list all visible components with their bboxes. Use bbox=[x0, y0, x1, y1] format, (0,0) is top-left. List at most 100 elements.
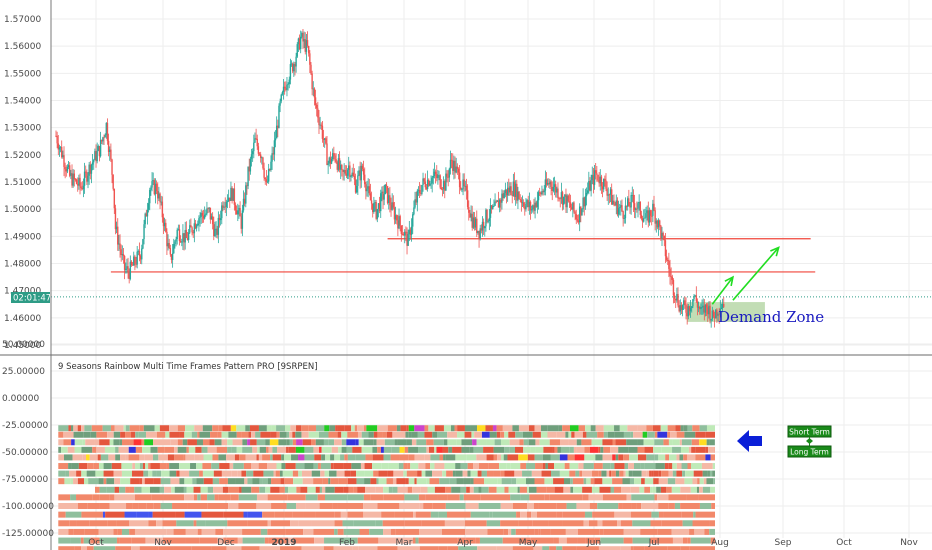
heatmap-cell bbox=[338, 478, 348, 485]
heatmap-cell bbox=[125, 454, 129, 461]
heatmap-cell bbox=[183, 486, 187, 493]
candle-body bbox=[628, 198, 630, 207]
candle-body bbox=[612, 200, 614, 205]
heatmap-cell bbox=[277, 446, 287, 453]
heatmap-cell bbox=[303, 528, 314, 535]
heatmap-cell bbox=[89, 454, 98, 461]
heatmap-cell bbox=[699, 486, 703, 493]
candle-body bbox=[144, 213, 146, 225]
candle-body bbox=[65, 169, 67, 172]
candle-body bbox=[593, 170, 596, 185]
heatmap-cell bbox=[473, 478, 480, 485]
candle-body bbox=[583, 197, 585, 207]
heatmap-cell bbox=[149, 486, 160, 493]
candle-body bbox=[412, 214, 414, 227]
heatmap-cell bbox=[146, 503, 154, 509]
candle-body bbox=[281, 91, 284, 95]
candle-body bbox=[487, 220, 489, 222]
candle-body bbox=[520, 199, 523, 204]
heatmap-cell bbox=[357, 431, 362, 438]
heatmap-cell bbox=[672, 446, 681, 453]
heatmap-cell bbox=[200, 486, 208, 493]
heatmap-cell bbox=[444, 463, 456, 470]
heatmap-cell bbox=[429, 478, 440, 485]
candle-body bbox=[254, 138, 256, 143]
heatmap-cell bbox=[212, 425, 219, 432]
candle-body bbox=[505, 189, 508, 196]
heatmap-cell bbox=[520, 463, 527, 470]
heatmap-cell bbox=[289, 439, 293, 446]
heatmap-cell bbox=[399, 503, 420, 509]
candle-body bbox=[283, 86, 286, 89]
candle-body bbox=[465, 185, 468, 191]
heatmap-cell bbox=[313, 446, 320, 453]
price-tag[interactable]: 02:01:47 bbox=[11, 292, 51, 304]
heatmap-cell bbox=[680, 503, 700, 509]
heatmap-cell bbox=[589, 446, 599, 453]
heatmap-cell bbox=[669, 454, 677, 461]
heatmap-cell bbox=[129, 520, 149, 527]
candle-body bbox=[351, 172, 353, 177]
heatmap-cell bbox=[447, 546, 459, 550]
candle-body bbox=[621, 205, 623, 212]
candle-body bbox=[577, 220, 580, 223]
heatmap-cell bbox=[365, 454, 373, 461]
heatmap-cell bbox=[265, 486, 271, 493]
candle-body bbox=[288, 79, 290, 85]
candle-body bbox=[303, 39, 305, 42]
heatmap-cell bbox=[134, 494, 152, 501]
candle-body bbox=[381, 191, 383, 194]
heatmap-cell bbox=[403, 463, 408, 470]
heatmap-cell bbox=[693, 511, 696, 518]
candle-body bbox=[631, 195, 633, 196]
heatmap-cell bbox=[199, 470, 203, 477]
heatmap-cell bbox=[583, 520, 589, 527]
heatmap-cell bbox=[267, 463, 277, 470]
candle-body bbox=[456, 166, 459, 169]
heatmap-cell bbox=[460, 463, 468, 470]
candle-body bbox=[530, 209, 533, 211]
heatmap-cell bbox=[301, 431, 309, 438]
heatmap-cell bbox=[76, 494, 93, 501]
heatmap-cell bbox=[676, 431, 685, 438]
candle-body bbox=[651, 215, 653, 217]
heatmap-cell bbox=[344, 454, 348, 461]
candle-body bbox=[219, 218, 222, 221]
heatmap-cell bbox=[170, 439, 178, 446]
heatmap-cell bbox=[602, 463, 611, 470]
heatmap-cell bbox=[150, 463, 160, 470]
candle-body bbox=[350, 176, 352, 177]
heatmap-cell bbox=[159, 425, 170, 432]
heatmap-cell bbox=[610, 486, 615, 493]
candle-body bbox=[194, 223, 197, 229]
heatmap-cell bbox=[103, 470, 114, 477]
heatmap-cell bbox=[88, 478, 99, 485]
candle-body bbox=[404, 231, 406, 236]
heatmap-cell bbox=[270, 431, 277, 438]
candle-body bbox=[409, 229, 412, 235]
heatmap-cell bbox=[570, 486, 574, 493]
candle-body bbox=[307, 46, 310, 54]
indicator-y-tick-label: -125.00000 bbox=[2, 529, 54, 539]
heatmap-cell bbox=[131, 537, 146, 544]
candle-body bbox=[466, 190, 469, 207]
heatmap-cell bbox=[308, 431, 319, 438]
heatmap-cell bbox=[246, 470, 254, 477]
heatmap-cell bbox=[547, 463, 555, 470]
heatmap-cell bbox=[687, 425, 693, 432]
support-lines bbox=[51, 238, 932, 298]
candle-body bbox=[697, 306, 700, 308]
candle-body bbox=[686, 312, 688, 317]
heatmap-cell bbox=[344, 470, 351, 477]
candle-body bbox=[439, 175, 441, 188]
candle-body bbox=[644, 217, 646, 219]
heatmap-cell bbox=[288, 446, 296, 453]
heatmap-cell bbox=[396, 425, 401, 432]
heatmap-cell bbox=[357, 537, 379, 544]
heatmap-cell bbox=[459, 494, 464, 501]
heatmap-cell bbox=[542, 463, 546, 470]
heatmap-cell bbox=[397, 486, 408, 493]
heatmap-cell bbox=[142, 478, 145, 485]
heatmap-cell bbox=[392, 478, 397, 485]
long-term-badge[interactable] bbox=[787, 445, 832, 458]
